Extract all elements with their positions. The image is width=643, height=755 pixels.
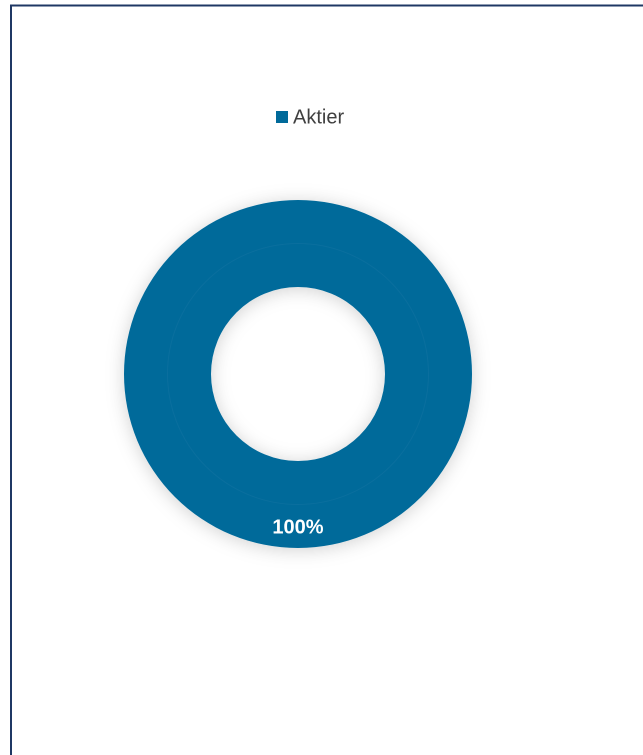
plot-area: 100% Aktier: [124, 106, 472, 548]
legend-swatch: [276, 111, 288, 123]
data-label: 100%: [272, 516, 323, 538]
donut-segment: [124, 200, 472, 548]
chart-frame: [10, 4, 643, 755]
ring-separator: [167, 243, 429, 505]
legend-label: Aktier: [293, 106, 344, 128]
